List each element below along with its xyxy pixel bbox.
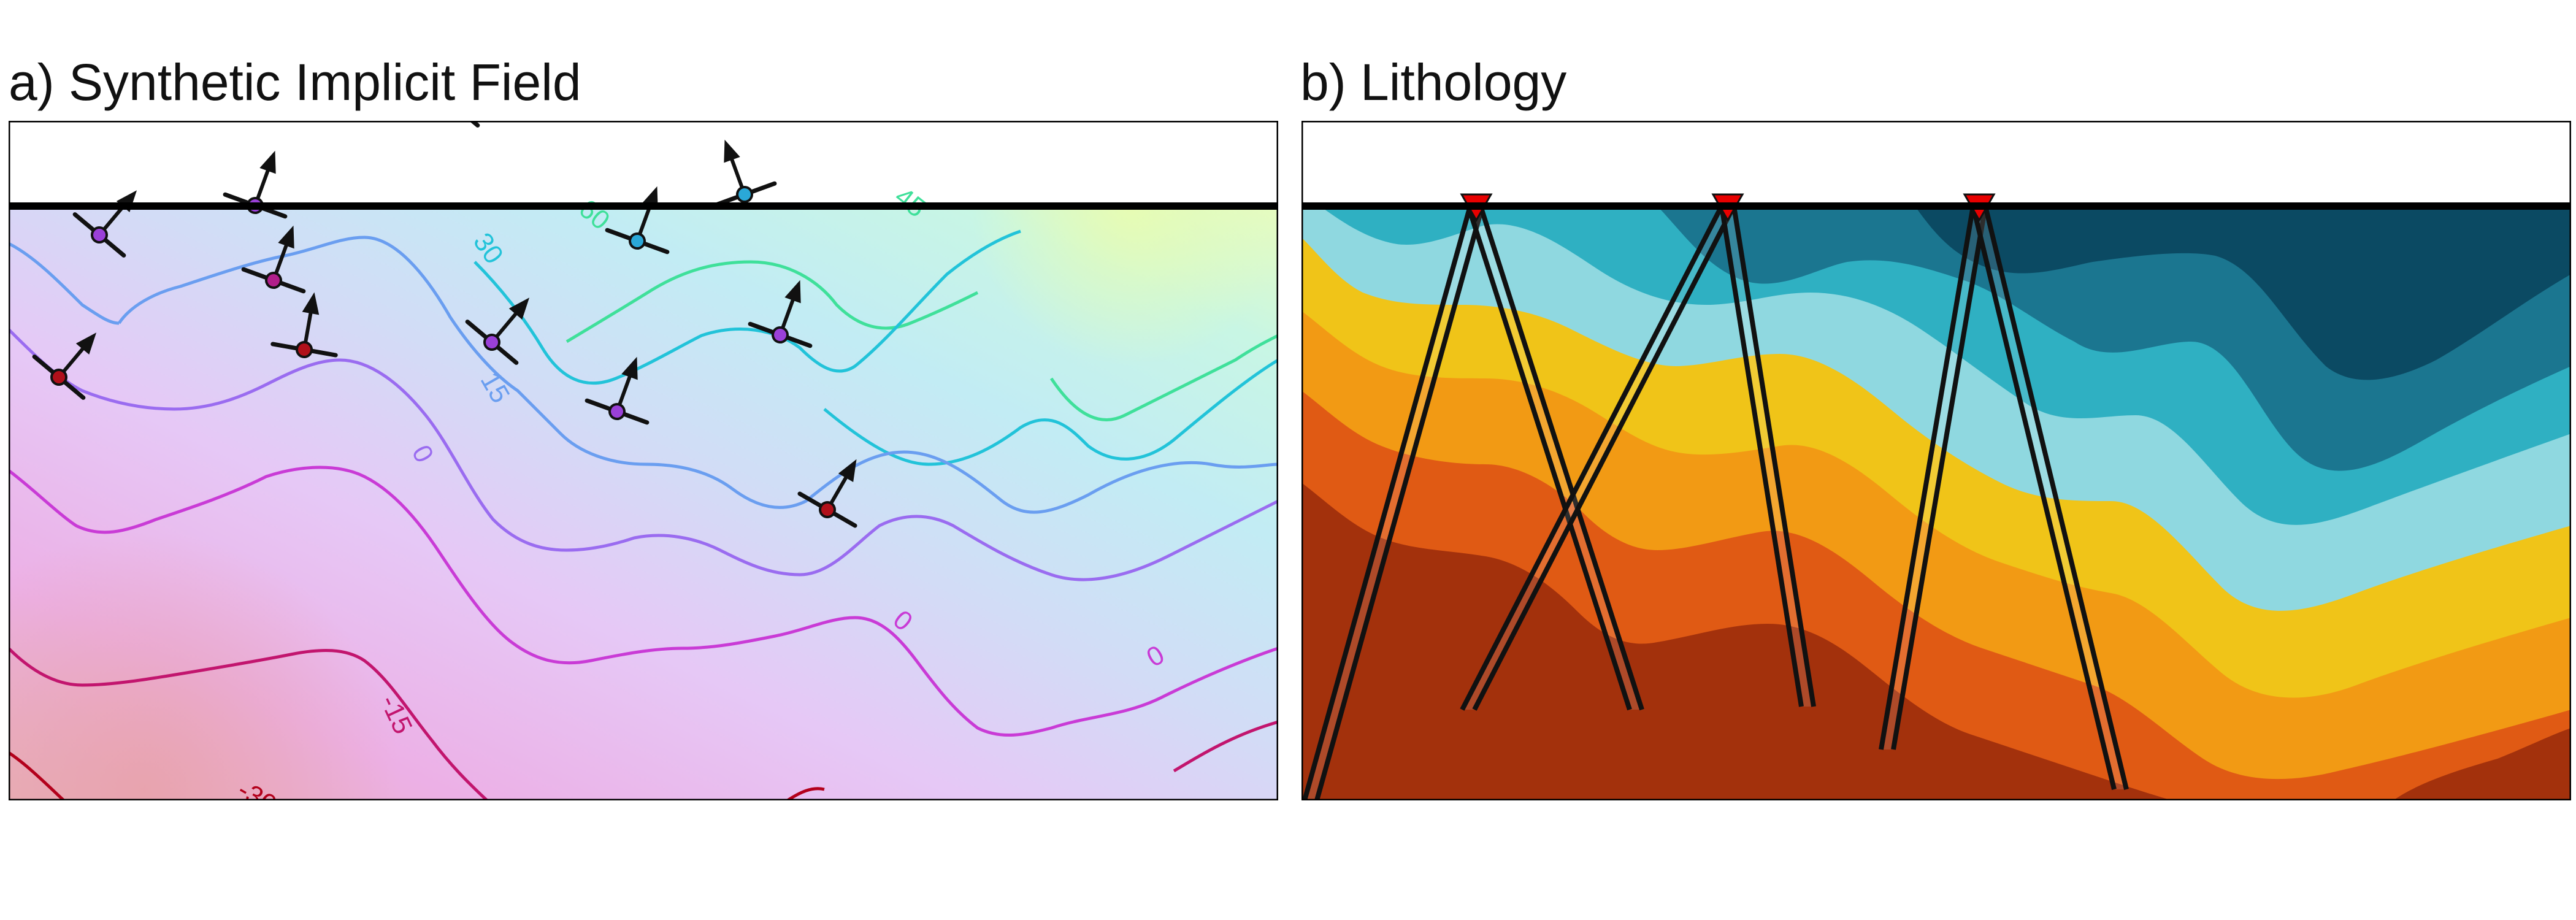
fault-zone [1302,205,1485,800]
contour-line-15 [9,328,1278,581]
arrow-head-icon [784,280,801,304]
fault-line [1879,205,1976,750]
lithology-chart [1301,121,2571,800]
observation-symbol [241,225,306,294]
arrow-head-icon [838,459,857,483]
fault-line [1891,205,1988,750]
fault-line [1472,205,1736,711]
observation-point [608,403,626,420]
fault-line [1314,205,1485,800]
observation-point [736,186,753,203]
arrow-head-icon [621,356,638,380]
fault-zone [1971,205,2129,790]
observation-point [483,334,500,351]
observation-symbol [748,280,813,348]
arrow-head-icon [302,292,320,315]
observation-point [772,326,789,343]
fault-line [1478,205,1644,711]
fault-line [1971,205,2117,790]
observation-point [265,272,282,289]
observation-point [50,369,67,386]
fault-line [1719,205,1804,707]
fault-zone [1719,205,1816,707]
arrow-head-icon [116,190,137,213]
observation-symbol [270,292,338,358]
fault-zone [1460,205,1736,711]
arrow-head-icon [278,225,294,249]
observation-point [296,341,313,358]
panel-a-title: a) Synthetic Implicit Field [9,53,581,111]
observation-symbol [712,139,777,208]
contour-line--15 [1173,720,1278,773]
contour-line-60 [565,260,1278,421]
fault-line [1460,205,1724,711]
observation-symbol [585,356,650,425]
panel-a-frame [9,121,1278,800]
observation-point [819,501,836,518]
fault-line [1466,205,1632,711]
observation-symbol [465,297,530,365]
panel-b-title: b) Lithology [1300,53,1567,111]
observation-symbol [32,332,97,400]
observation-symbol [797,459,857,528]
arrow-head-icon [508,297,530,320]
arrow-head-icon [75,332,97,355]
arrow-head-icon [724,139,740,163]
contour-line-45 [473,229,1278,466]
fault-zone [1879,205,1988,750]
observation-point [91,226,108,243]
contour-line-30 [9,236,1278,514]
fault-line [1983,205,2129,790]
observation-point [629,232,646,250]
implicit-field-chart: 45603015000-15-30 [9,121,1278,800]
contour-line--15 [9,647,488,800]
fault-line [1731,205,1816,707]
arrow-head-icon [259,150,276,174]
contour-line-0 [9,466,1278,737]
fault-line [1302,205,1473,800]
contour-line--30 [9,751,65,800]
fault-zone [1466,205,1644,711]
contour-line--30 [786,787,825,800]
panel-b-frame [1301,121,2571,800]
